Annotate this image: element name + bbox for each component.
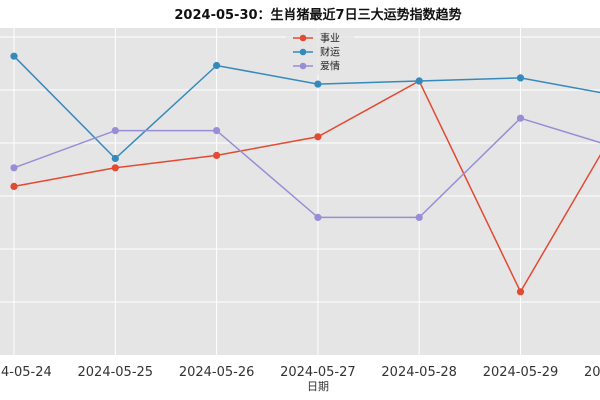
data-point	[516, 74, 525, 82]
x-tick-label: 2024-05-24	[0, 365, 52, 380]
data-point	[213, 151, 221, 159]
series-1	[10, 52, 600, 163]
data-point	[516, 114, 525, 122]
legend-marker	[299, 34, 307, 42]
legend-marker	[299, 48, 307, 56]
x-tick-labels: 2024-05-24 2024-05-25 2024-05-26 2024-05-27…	[0, 365, 600, 380]
data-point	[10, 52, 18, 60]
data-point	[10, 164, 18, 172]
x-tick-label: 2024-05-26	[179, 365, 255, 380]
legend-label: 事业	[320, 32, 340, 45]
data-point	[111, 154, 119, 163]
data-point	[314, 213, 322, 221]
x-tick-label: 2024-05-27	[280, 365, 356, 380]
x-axis-label: 日期	[307, 380, 329, 393]
data-point	[111, 164, 119, 172]
legend-label: 财运	[320, 46, 340, 59]
data-point	[314, 80, 322, 88]
data-point	[415, 77, 423, 85]
series-2	[10, 114, 600, 221]
series-layer	[10, 52, 600, 296]
series-0	[10, 77, 600, 296]
data-point	[213, 127, 221, 135]
data-point	[111, 127, 119, 135]
x-tick-label: 2024-05-25	[78, 365, 154, 380]
legend-marker	[299, 62, 307, 70]
x-tick-label: 2024-05-30	[584, 365, 600, 380]
plot-area	[0, 28, 600, 355]
x-tick-label: 2024-05-29	[483, 365, 559, 380]
data-point	[213, 61, 221, 70]
data-point	[314, 133, 322, 141]
data-point	[10, 182, 18, 190]
x-tick-label: 2024-05-28	[381, 365, 457, 380]
legend-label: 爱情	[320, 60, 340, 73]
data-point	[415, 213, 423, 221]
chart-title: 2024-05-30：生肖猪最近7日三大运势指数趋势	[174, 7, 461, 23]
data-point	[516, 288, 525, 296]
